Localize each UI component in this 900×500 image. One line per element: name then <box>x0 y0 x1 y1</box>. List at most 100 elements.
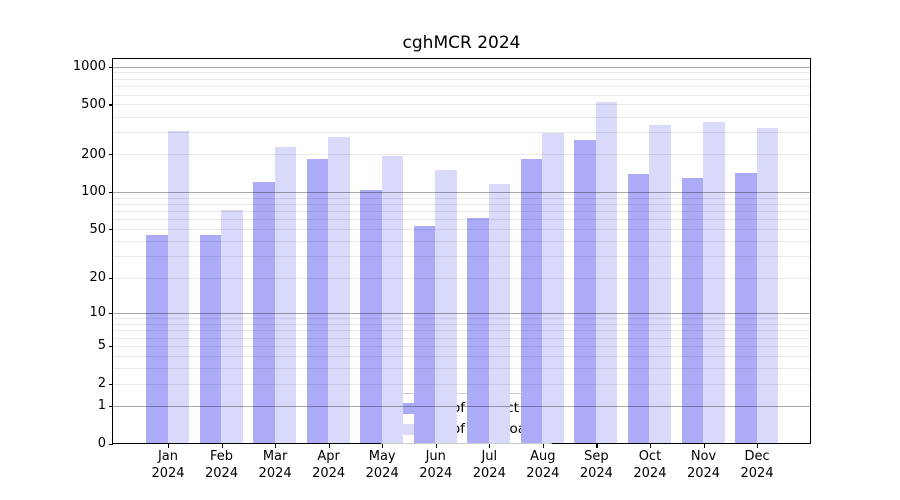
x-axis-tick-label: Nov 2024 <box>686 449 721 481</box>
x-axis-tick-label: Jan 2024 <box>151 449 185 481</box>
x-axis-tick-mark <box>382 444 384 448</box>
x-axis-tick-mark <box>435 444 437 448</box>
gridline-minor <box>113 116 810 118</box>
x-axis-tick-mark <box>649 444 652 448</box>
x-axis-tick-label: Aug 2024 <box>526 449 560 481</box>
gridline-minor <box>113 345 810 347</box>
gridline-minor <box>113 318 810 320</box>
bar-distinct-ips <box>467 217 489 443</box>
gridline-minor <box>113 78 810 80</box>
gridline-minor <box>113 337 810 339</box>
y-axis-tick-mark <box>108 405 113 408</box>
y-axis-tick-label: 2 <box>97 376 106 392</box>
gridline-minor <box>113 219 810 221</box>
gridline-minor <box>113 104 810 106</box>
chart-title: cghMCR 2024 <box>402 33 521 53</box>
legend-item-downloads: Nb of downloads <box>389 421 542 437</box>
y-axis-tick-mark <box>108 345 113 348</box>
y-axis-tick-label: 1 <box>97 398 106 414</box>
y-axis-tick-label: 5 <box>97 338 106 354</box>
x-axis-tick-mark <box>757 444 759 448</box>
y-axis-tick-label: 500 <box>81 96 106 112</box>
x-axis-tick-label: Dec 2024 <box>740 449 774 481</box>
bar-downloads <box>488 183 511 443</box>
y-axis-tick-label: 1000 <box>72 59 106 75</box>
x-axis-tick-mark <box>168 444 170 448</box>
bar-downloads <box>381 155 404 443</box>
bar-distinct-ips <box>306 158 329 443</box>
y-axis-tick-mark <box>108 66 113 68</box>
bar-distinct-ips <box>253 182 275 443</box>
x-axis-tick-label: Jun 2024 <box>419 449 453 481</box>
y-axis-tick-label: 100 <box>81 184 106 200</box>
legend-swatch-distinct-ips <box>389 402 419 414</box>
bar-downloads <box>595 101 618 443</box>
legend-item-distinct-ips: Nb of distinct IPs <box>389 400 542 416</box>
y-axis-tick-mark <box>108 443 113 445</box>
x-axis-tick-label: Sep 2024 <box>579 449 613 481</box>
gridline-major <box>113 66 810 68</box>
gridline-minor <box>113 72 810 74</box>
x-axis-tick-mark <box>221 444 223 448</box>
gridline-minor <box>113 256 810 258</box>
bar-downloads <box>328 136 350 443</box>
bar-downloads <box>167 131 189 443</box>
bar-distinct-ips <box>627 173 650 443</box>
y-axis-tick-mark <box>108 312 113 315</box>
x-axis-tick-label: May 2024 <box>365 449 399 481</box>
gridline-minor <box>113 355 810 357</box>
bar-downloads <box>703 122 725 443</box>
x-axis-tick-mark <box>489 444 491 448</box>
x-axis-tick-label: Mar 2024 <box>258 449 292 481</box>
legend-swatch-downloads <box>389 423 419 435</box>
gridline-minor <box>113 94 810 96</box>
bar-distinct-ips <box>574 140 596 443</box>
gridline-minor <box>113 203 810 205</box>
bar-distinct-ips <box>146 234 168 443</box>
y-axis-tick-mark <box>108 383 113 385</box>
x-axis-tick-mark <box>596 444 598 448</box>
gridline-minor <box>113 241 810 243</box>
bar-downloads <box>221 209 243 443</box>
y-axis-tick-mark <box>108 154 113 156</box>
y-axis-tick-mark <box>108 229 113 231</box>
gridline-minor <box>113 277 810 279</box>
y-axis-tick-mark <box>108 277 113 279</box>
y-axis-tick-label: 20 <box>89 270 106 286</box>
bar-downloads <box>649 125 671 443</box>
x-axis-tick-mark <box>703 444 705 448</box>
x-axis-tick-label: Apr 2024 <box>312 449 346 481</box>
y-axis-tick-mark <box>108 104 113 106</box>
gridline-minor <box>113 197 810 199</box>
bar-downloads <box>435 169 457 443</box>
plot-area: Nb of distinct IPs Nb of downloads <box>112 58 811 444</box>
gridline-minor <box>113 323 810 325</box>
bar-downloads <box>756 128 779 443</box>
x-axis-tick-label: Jul 2024 <box>472 449 506 481</box>
x-axis-tick-mark <box>328 444 330 448</box>
bar-distinct-ips <box>520 158 543 443</box>
gridline-minor <box>113 154 810 156</box>
gridline-major <box>113 405 810 407</box>
bar-distinct-ips <box>413 226 436 443</box>
gridline-minor <box>113 86 810 88</box>
bar-distinct-ips <box>199 234 222 443</box>
gridline-major <box>113 312 810 314</box>
x-axis-tick-mark <box>275 444 277 448</box>
gridline-minor <box>113 383 810 385</box>
x-axis-tick-mark <box>542 444 545 448</box>
bar-downloads <box>274 146 297 443</box>
gridline-minor <box>113 368 810 370</box>
bar-distinct-ips <box>735 172 757 443</box>
y-axis-tick-label: 0 <box>97 436 106 452</box>
gridline-minor <box>113 211 810 213</box>
gridline-major <box>113 191 810 193</box>
y-axis-tick-mark <box>108 191 113 194</box>
gridline-minor <box>113 132 810 134</box>
y-axis-tick-label: 50 <box>89 221 106 237</box>
y-axis-tick-label: 200 <box>81 146 106 162</box>
bar-distinct-ips <box>360 189 382 443</box>
gridline-minor <box>113 229 810 231</box>
bar-distinct-ips <box>681 178 703 443</box>
